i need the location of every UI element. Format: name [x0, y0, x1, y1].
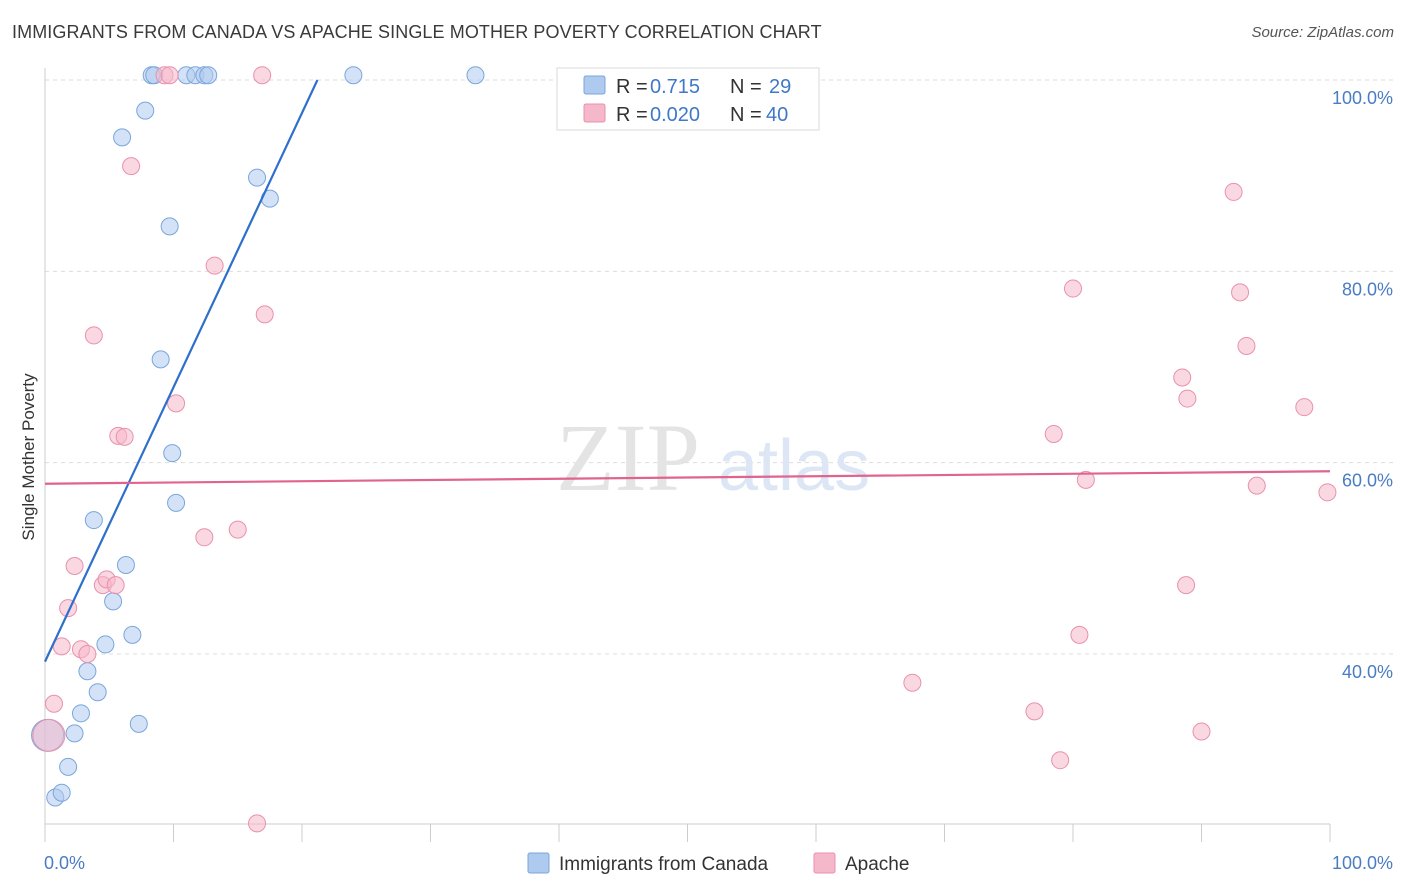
- legend-r-label-1: R =: [616, 104, 648, 126]
- point-apache-6: [78, 645, 97, 663]
- point-apache-12: [115, 427, 134, 446]
- point-apache-31: [1177, 576, 1196, 595]
- watermark-zip: ZIP: [556, 404, 700, 511]
- legend-r-value-0: 0.715: [650, 76, 700, 98]
- point-apache-13: [122, 157, 141, 176]
- legend-n-value-1: 40: [766, 104, 788, 126]
- point-canada-17: [151, 350, 170, 369]
- legend-n-label-0: N =: [730, 76, 762, 98]
- point-canada-3: [59, 757, 78, 776]
- y-tick-label-1: 60.0%: [1342, 471, 1393, 491]
- point-apache-17: [195, 528, 214, 547]
- y-axis-title: Single Mother Poverty: [19, 373, 38, 541]
- point-apache-23: [903, 673, 922, 692]
- bottom-legend-label-0: Immigrants from Canada: [559, 854, 769, 875]
- y-tick-label-3: 100.0%: [1332, 88, 1393, 108]
- chart-source: Source: ZipAtlas.com: [1251, 24, 1394, 41]
- point-apache-19: [228, 520, 247, 539]
- point-canada-27: [344, 66, 363, 85]
- point-apache-36: [1237, 336, 1256, 355]
- legend-n-value-0: 29: [769, 76, 791, 98]
- point-apache-30: [1173, 368, 1192, 387]
- point-apache-38: [1295, 398, 1314, 417]
- point-apache-35: [1231, 283, 1250, 302]
- bottom-legend: Immigrants from Canada Apache: [527, 852, 909, 875]
- trend-line-canada: [44, 79, 319, 663]
- y-tick-labels: 40.0% 60.0% 80.0% 100.0%: [1332, 88, 1393, 682]
- point-canada-20: [167, 493, 186, 512]
- point-apache-15: [160, 66, 179, 85]
- point-canada-12: [123, 625, 142, 644]
- point-apache-25: [1044, 424, 1063, 443]
- legend-r-value-1: 0.020: [650, 104, 700, 126]
- grid-layer: [45, 79, 1395, 655]
- point-apache-27: [1064, 279, 1082, 298]
- point-apache-24: [1025, 702, 1044, 721]
- x-tick-labels: 0.0% 100.0%: [44, 853, 1393, 873]
- point-apache-0: [32, 718, 66, 752]
- point-canada-11: [116, 556, 135, 575]
- point-apache-29: [1076, 470, 1095, 489]
- point-apache-7: [84, 326, 103, 345]
- point-apache-34: [1224, 182, 1243, 201]
- bottom-legend-swatch-blue: [527, 852, 550, 874]
- watermark-atlas: atlas: [718, 426, 870, 506]
- point-canada-13: [129, 714, 148, 733]
- chart-title: IMMIGRANTS FROM CANADA VS APACHE SINGLE …: [12, 22, 822, 42]
- trend-line-apache: [44, 470, 1331, 485]
- legend-swatch-blue: [583, 75, 606, 95]
- point-apache-26: [1051, 751, 1070, 770]
- points-layer: [31, 66, 1337, 833]
- point-canada-4: [65, 724, 84, 743]
- x-tick-label-max: 100.0%: [1332, 853, 1393, 873]
- point-apache-10: [106, 576, 125, 595]
- point-apache-16: [167, 394, 186, 413]
- point-apache-18: [205, 256, 224, 275]
- watermark: ZIP atlas: [556, 404, 870, 511]
- point-canada-6: [78, 662, 97, 681]
- x-tick-label-min: 0.0%: [44, 853, 85, 873]
- point-apache-37: [1247, 476, 1266, 495]
- point-apache-21: [253, 66, 272, 85]
- top-legend: R = 0.715 N = 29 R = 0.020 N = 40: [556, 67, 820, 131]
- point-canada-19: [163, 444, 182, 463]
- point-canada-5: [71, 704, 90, 723]
- point-canada-10: [104, 592, 123, 611]
- point-canada-9: [96, 635, 115, 654]
- point-apache-39: [1318, 483, 1337, 502]
- y-tick-label-0: 40.0%: [1342, 662, 1393, 682]
- y-tick-label-2: 80.0%: [1342, 279, 1393, 299]
- legend-swatch-pink: [583, 103, 606, 123]
- point-canada-8: [88, 683, 107, 702]
- point-apache-22: [255, 305, 274, 324]
- legend-n-label-1: N =: [730, 104, 762, 126]
- bottom-legend-swatch-pink: [813, 852, 836, 874]
- point-canada-24: [199, 66, 218, 85]
- point-canada-14: [136, 101, 155, 120]
- point-canada-29: [113, 128, 132, 147]
- point-apache-33: [1192, 722, 1211, 741]
- point-apache-4: [65, 556, 84, 575]
- point-apache-20: [248, 814, 267, 833]
- point-apache-1: [44, 694, 63, 713]
- point-canada-25: [248, 168, 267, 187]
- point-apache-28: [1070, 625, 1089, 644]
- legend-r-label-0: R =: [616, 76, 648, 98]
- point-canada-28: [466, 66, 485, 85]
- point-canada-7: [84, 511, 103, 530]
- point-canada-18: [160, 217, 179, 236]
- point-canada-2: [52, 783, 71, 802]
- bottom-legend-label-1: Apache: [845, 854, 909, 875]
- trend-layer: [44, 79, 1331, 663]
- point-apache-32: [1178, 389, 1197, 408]
